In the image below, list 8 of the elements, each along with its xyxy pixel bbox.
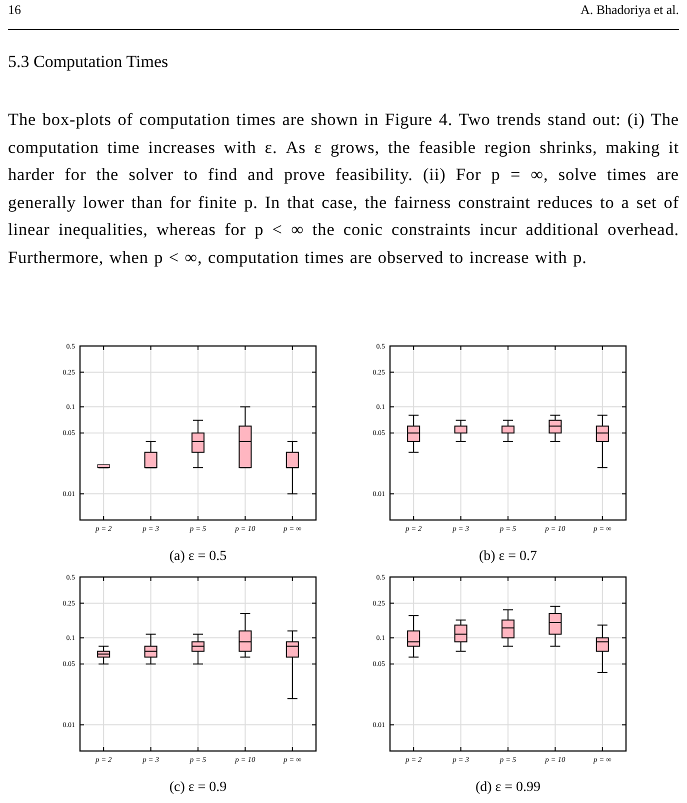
text: (b) ε = 0.7 (478, 549, 538, 564)
text: The box-plots of computation times are shown in Figure 4. Two trends stand out: (i) The computation time increases with ε. As ε grows, the feasible region shrinks, making it harder for the solver to find and prove feasibility. (ii) For p = ∞, solve times are generally lower than for finite p. In that case, the fairness constraint reduces to a set of linear inequalities, whereas for p < ∞ the conic constraints incur additional overhead. Furthermore, when p < ∞, computation times are observed to increase with p. (8, 109, 679, 269)
text: (a) ε = 0.5 (169, 549, 227, 564)
text: (c) ε = 0.9 (169, 780, 227, 795)
text: 16 (8, 2, 21, 18)
text: A. Bhadoriya et al. (580, 2, 679, 18)
text: 5.3 Computation Times (8, 52, 168, 72)
text: (d) ε = 0.99 (475, 780, 541, 795)
